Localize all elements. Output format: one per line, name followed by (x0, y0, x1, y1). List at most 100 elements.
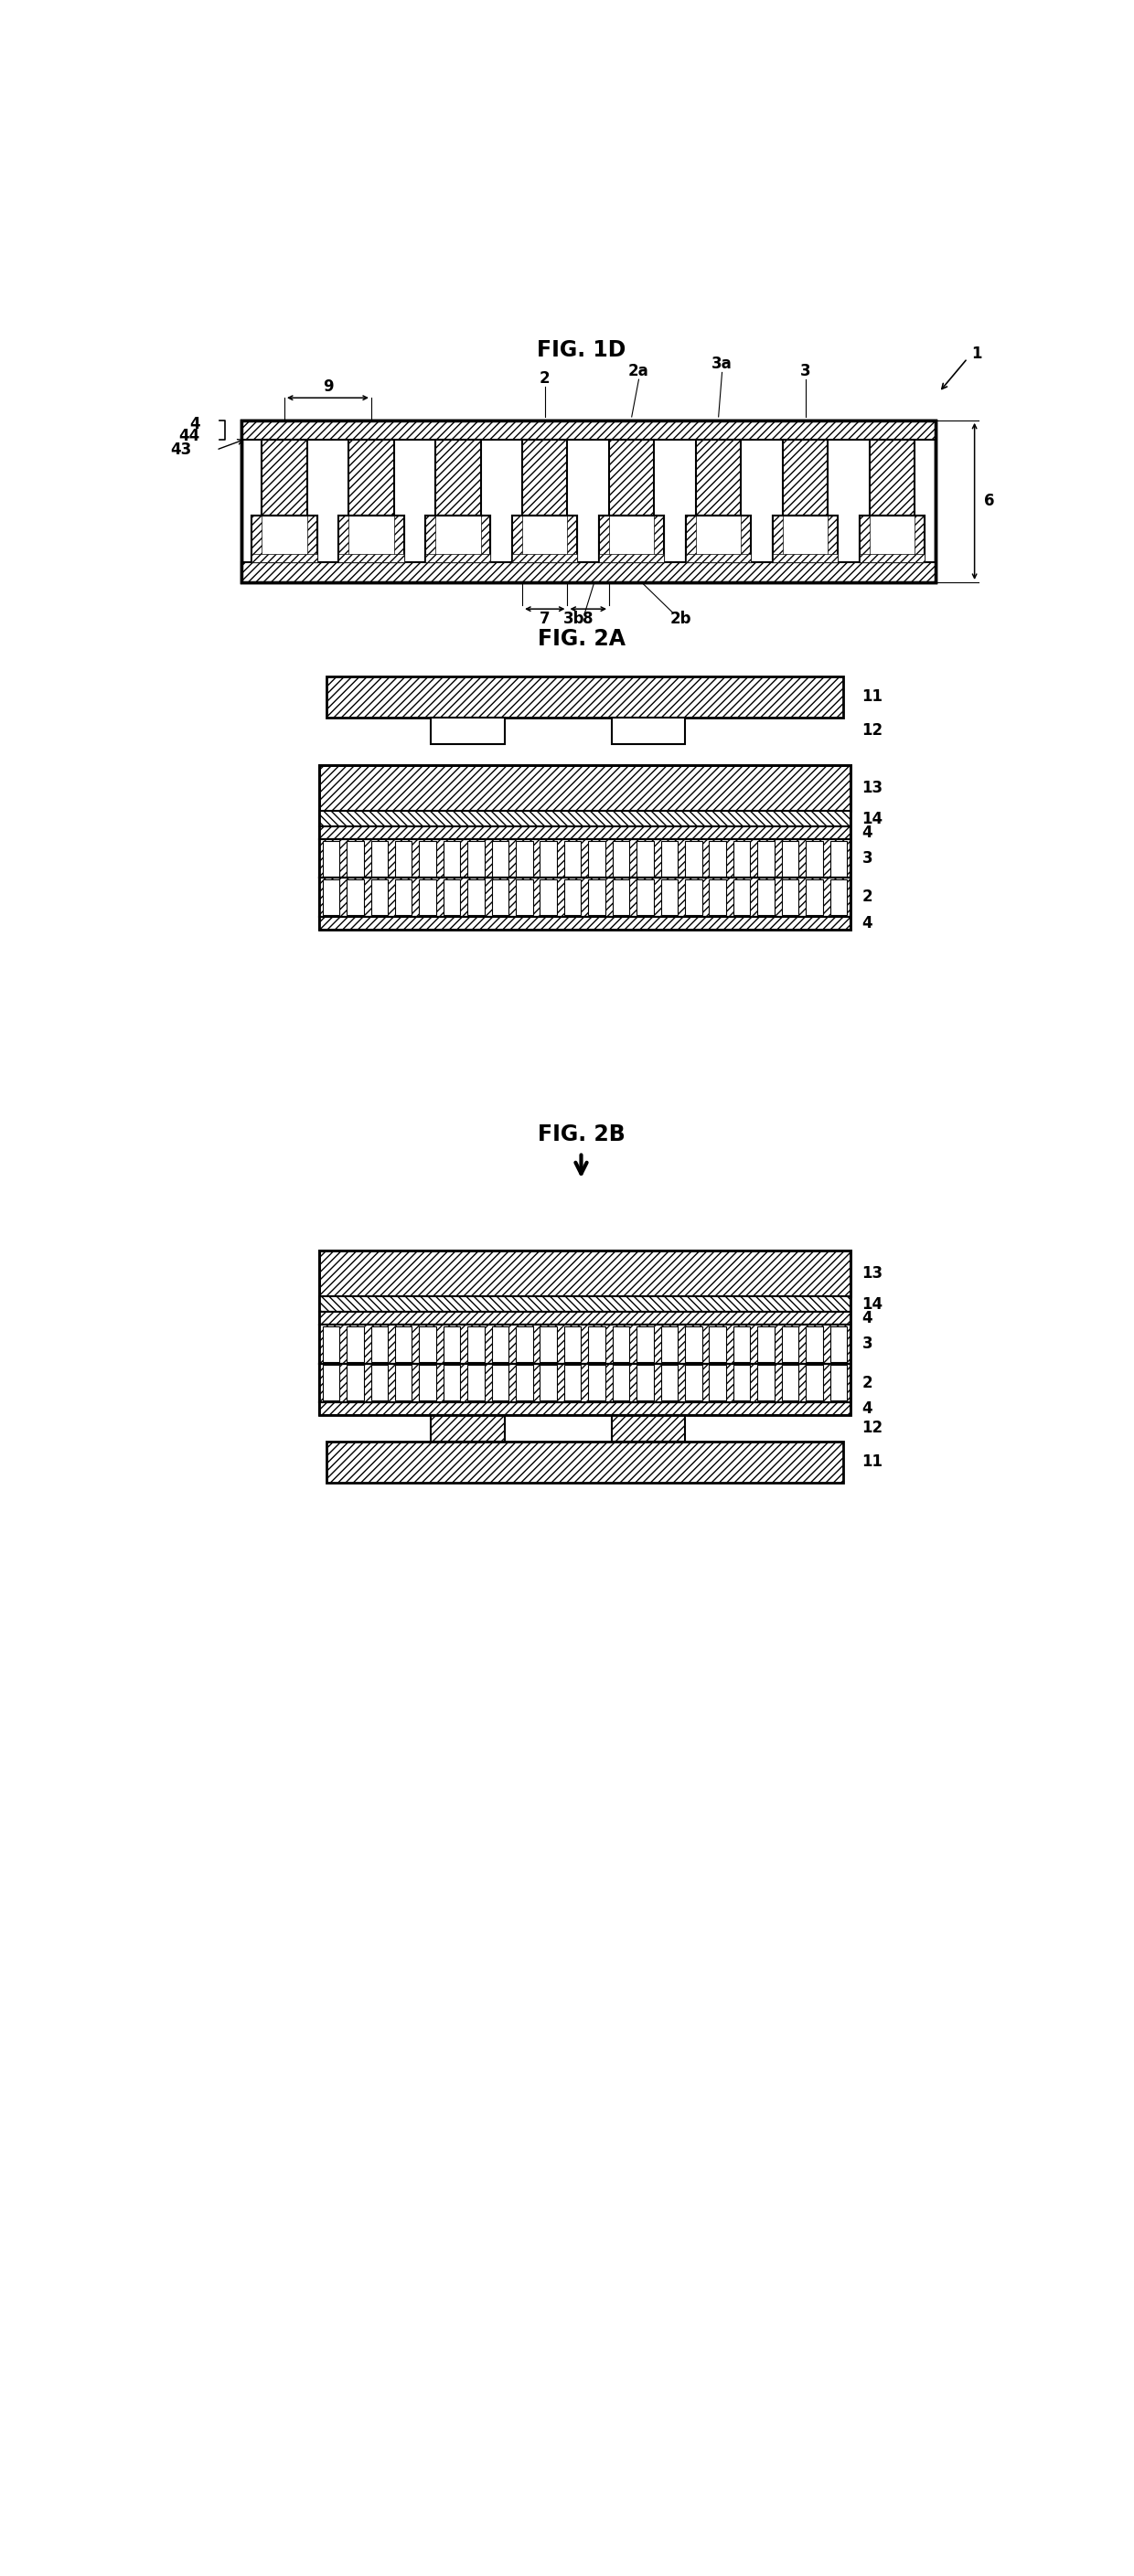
Bar (806, 878, 822, 914)
Bar (589, 1327, 606, 1363)
Text: 44: 44 (179, 428, 200, 443)
Bar (431, 716, 505, 744)
Bar (611, 716, 685, 744)
Bar (339, 515, 348, 562)
Bar (685, 840, 702, 876)
Bar (781, 878, 798, 914)
Bar (686, 515, 696, 562)
Bar (782, 440, 828, 515)
Text: 12: 12 (862, 1419, 883, 1437)
Bar (609, 440, 654, 515)
Bar (772, 554, 838, 562)
Bar (830, 840, 847, 876)
Bar (420, 1327, 437, 1363)
Bar (860, 515, 870, 562)
Bar (734, 1365, 751, 1401)
Bar (686, 515, 751, 562)
Bar (371, 1327, 388, 1363)
Bar (443, 840, 460, 876)
Text: FIG. 2B: FIG. 2B (538, 1123, 625, 1146)
Bar (781, 1365, 798, 1401)
Bar (339, 515, 348, 562)
Bar (319, 840, 850, 878)
Bar (425, 515, 435, 562)
Bar (252, 515, 316, 562)
Bar (319, 1324, 850, 1363)
Bar (319, 1311, 850, 1324)
Bar (915, 515, 924, 562)
Text: 6: 6 (984, 492, 995, 510)
Bar (685, 878, 702, 914)
Bar (734, 840, 751, 876)
Bar (395, 1365, 412, 1401)
Bar (481, 515, 491, 562)
Text: 2a: 2a (628, 363, 649, 379)
Text: 4: 4 (862, 1311, 872, 1327)
Bar (319, 765, 850, 811)
Bar (870, 440, 915, 515)
Bar (319, 1401, 850, 1414)
Bar (327, 1443, 844, 1481)
Bar (772, 515, 782, 562)
Bar (565, 840, 581, 876)
Bar (253, 518, 316, 562)
Bar (319, 1252, 850, 1296)
Bar (758, 878, 775, 914)
Text: 3a: 3a (712, 355, 733, 374)
Bar (395, 878, 412, 914)
Bar (513, 515, 523, 562)
Bar (734, 878, 751, 914)
Text: FIG. 2A: FIG. 2A (538, 629, 625, 649)
Bar (348, 440, 393, 515)
Text: 11: 11 (862, 688, 883, 706)
Bar (252, 515, 316, 562)
Bar (599, 515, 665, 562)
Bar (395, 1327, 412, 1363)
Bar (686, 554, 751, 562)
Bar (516, 840, 533, 876)
Bar (567, 515, 577, 562)
Text: 2: 2 (862, 1376, 872, 1391)
Bar (240, 420, 936, 440)
Bar (654, 515, 665, 562)
Bar (319, 917, 850, 930)
Bar (513, 515, 523, 562)
Bar (252, 554, 316, 562)
Text: 3b: 3b (564, 611, 585, 626)
Bar (636, 1365, 653, 1401)
Text: 8: 8 (583, 611, 593, 626)
Bar (685, 1365, 702, 1401)
Bar (686, 518, 751, 562)
Bar (612, 840, 629, 876)
Bar (540, 1327, 557, 1363)
Bar (425, 515, 491, 562)
Text: 3: 3 (862, 850, 872, 866)
Bar (339, 515, 404, 562)
Text: 13: 13 (862, 1265, 883, 1283)
Bar (339, 518, 404, 562)
Bar (319, 827, 850, 840)
Bar (435, 440, 481, 515)
Bar (661, 878, 678, 914)
Text: 2b: 2b (670, 611, 691, 626)
Bar (467, 840, 484, 876)
Bar (319, 878, 850, 917)
Bar (599, 515, 609, 562)
Bar (322, 878, 339, 914)
Text: 14: 14 (862, 811, 883, 827)
Bar (347, 840, 364, 876)
Bar (319, 1296, 850, 1311)
Bar (513, 518, 577, 562)
Text: 9: 9 (322, 379, 333, 394)
Bar (806, 1365, 822, 1401)
Bar (395, 840, 412, 876)
Bar (565, 1327, 581, 1363)
Bar (425, 515, 435, 562)
Text: 2: 2 (862, 889, 872, 904)
Bar (252, 515, 262, 562)
Bar (611, 1414, 685, 1443)
Bar (262, 440, 307, 515)
Text: 2: 2 (540, 371, 550, 386)
Bar (860, 518, 924, 562)
Bar (513, 554, 577, 562)
